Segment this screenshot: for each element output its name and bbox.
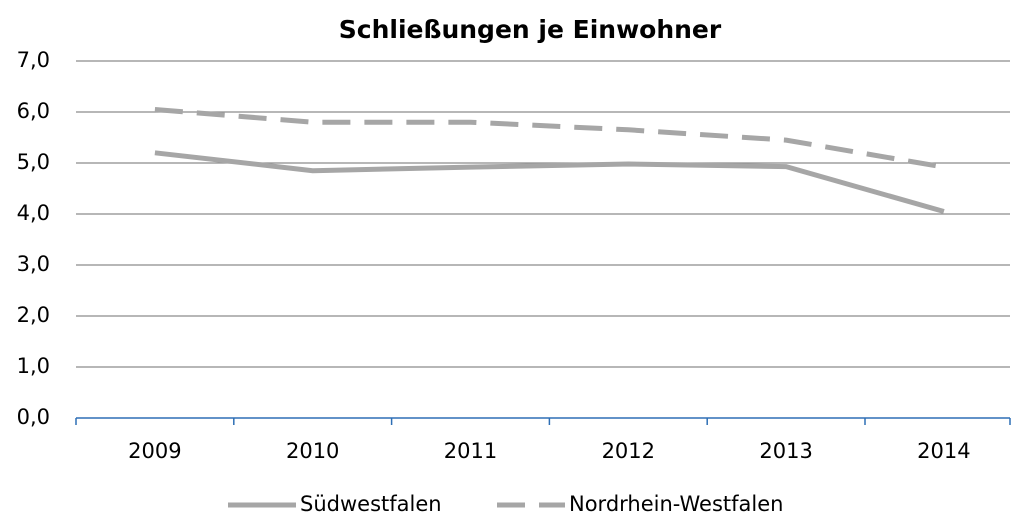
y-tick-label: 3,0 [17,252,50,276]
y-tick-label: 4,0 [17,201,50,225]
x-tick-label: 2013 [759,439,812,463]
y-tick-label: 0,0 [17,405,50,429]
y-tick-label: 1,0 [17,354,50,378]
y-tick-label: 2,0 [17,303,50,327]
y-tick-label: 5,0 [17,150,50,174]
x-tick-label: 2011 [444,439,497,463]
x-tick-label: 2012 [602,439,655,463]
x-tick-label: 2009 [128,439,181,463]
legend-label: Südwestfalen [300,492,442,516]
chart-title: Schließungen je Einwohner [339,15,722,44]
x-tick-label: 2010 [286,439,339,463]
series-line [154,107,945,170]
y-tick-label: 6,0 [17,99,50,123]
legend-label: Nordrhein-Westfalen [569,492,783,516]
series-line [154,150,945,214]
x-tick-label: 2014 [917,439,970,463]
y-tick-label: 7,0 [17,48,50,72]
